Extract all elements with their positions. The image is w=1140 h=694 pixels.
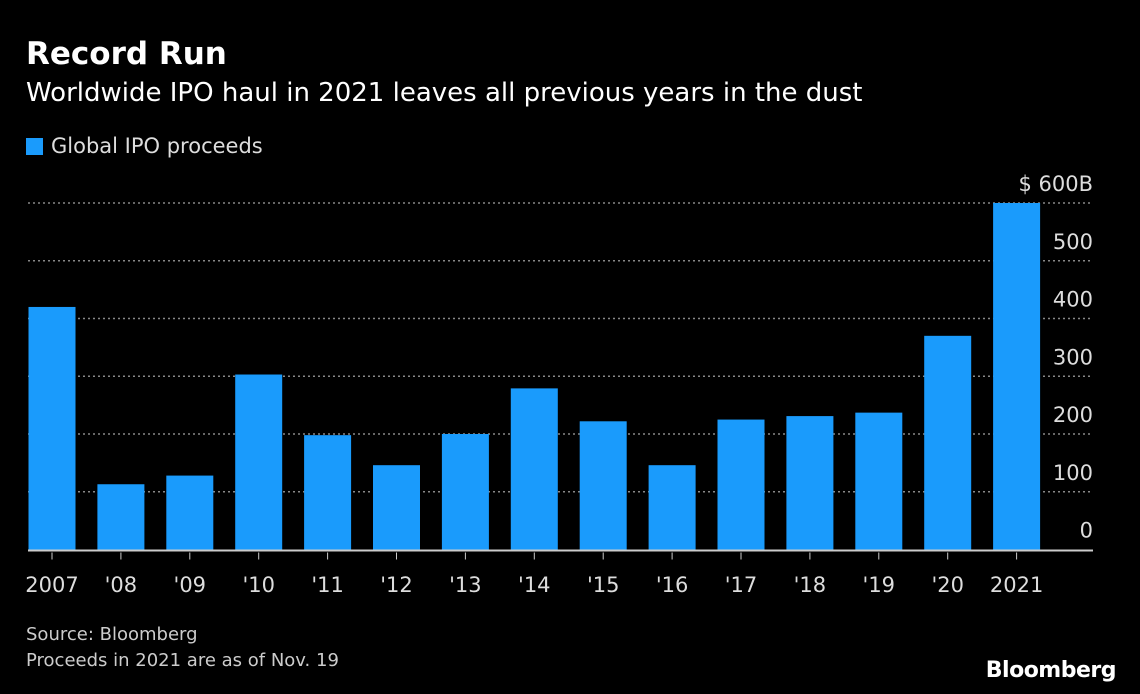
x-tick-label: '12: [380, 573, 413, 597]
y-tick-label: 400: [1053, 288, 1093, 312]
bar: [648, 465, 696, 550]
x-tick-label: '13: [449, 573, 482, 597]
bar: [924, 335, 972, 550]
x-tick-label: '16: [656, 573, 689, 597]
bar: [235, 374, 283, 550]
x-tick-label: '11: [311, 573, 344, 597]
bar: [304, 435, 352, 550]
bar: [993, 203, 1041, 550]
bloomberg-logo: Bloomberg: [985, 658, 1117, 683]
bar: [441, 434, 489, 550]
chart-title: Record Run: [26, 36, 227, 72]
bar: [373, 465, 420, 550]
x-tick-label: '14: [518, 573, 551, 597]
x-tick-label: '20: [931, 573, 964, 597]
bar: [579, 421, 627, 550]
legend-label: Global IPO proceeds: [51, 134, 263, 158]
chart-subtitle: Worldwide IPO haul in 2021 leaves all pr…: [26, 78, 863, 108]
x-tick-label: '18: [794, 573, 827, 597]
bar: [166, 475, 214, 550]
x-tick-label: 2021: [990, 573, 1043, 597]
bar: [28, 306, 76, 550]
y-tick-label: 500: [1053, 230, 1093, 254]
y-tick-label: $ 600B: [1018, 172, 1093, 196]
y-tick-label: 300: [1053, 345, 1093, 369]
x-tick-label: 2007: [25, 573, 78, 597]
bar: [786, 416, 834, 550]
legend: Global IPO proceeds: [26, 134, 263, 158]
x-tick-label: '19: [863, 573, 896, 597]
x-tick-label: '17: [725, 573, 758, 597]
x-tick-label: '08: [105, 573, 138, 597]
y-tick-label: 100: [1053, 461, 1093, 485]
bar: [717, 419, 765, 550]
footnote: Proceeds in 2021 are as of Nov. 19: [26, 650, 339, 671]
x-tick-label: '09: [174, 573, 207, 597]
y-tick-label: 200: [1053, 403, 1093, 427]
bar: [855, 412, 903, 550]
source-note: Source: Bloomberg: [26, 624, 198, 645]
bar: [510, 388, 558, 550]
bar: [97, 484, 145, 550]
x-tick-label: '15: [587, 573, 620, 597]
x-tick-label: '10: [242, 573, 275, 597]
legend-swatch: [26, 137, 43, 155]
y-tick-label: 0: [1080, 519, 1093, 543]
